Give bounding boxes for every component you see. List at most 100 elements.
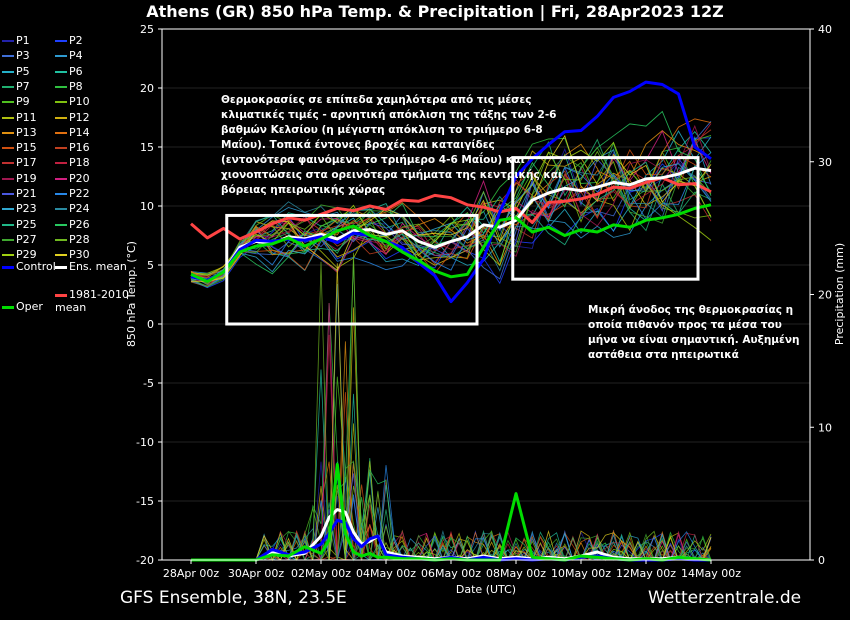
- x-tick-label: 12May 00z: [616, 567, 676, 580]
- legend-entry-ens-mean: Ens. mean: [55, 260, 127, 273]
- annotation-boxes: [225, 156, 700, 326]
- legend-entry-p12: P12: [55, 111, 90, 124]
- y-tick-label: 25: [140, 23, 154, 36]
- legend-entry-control: Control: [2, 260, 56, 273]
- series-oper: [190, 203, 712, 283]
- legend-swatch: [2, 131, 14, 134]
- member-line-p24: [190, 148, 712, 288]
- legend-label: P12: [69, 110, 90, 124]
- legend-swatch: [2, 55, 14, 58]
- legend-label: Ens. mean: [69, 260, 127, 273]
- legend-swatch: [2, 101, 14, 104]
- annotation-box-2: [511, 156, 700, 281]
- legend-entry-p24: P24: [55, 202, 90, 215]
- legend-swatch: [2, 305, 14, 309]
- footer-source: Wetterzentrale.de: [648, 588, 802, 608]
- x-tick-label: 04May 00z: [356, 567, 416, 580]
- legend-swatch: [55, 147, 67, 150]
- legend-swatch: [2, 162, 14, 165]
- legend-swatch: [2, 147, 14, 150]
- legend-label: P13: [16, 125, 37, 139]
- annotation-text-cold-period: Θερμοκρασίες σε επίπεδα χαμηλότερα από τ…: [221, 94, 563, 196]
- legend-swatch: [2, 193, 14, 195]
- x-tick-label: 14May 00z: [681, 567, 741, 580]
- legend-entry-p29: P29: [2, 248, 37, 261]
- y-tick-label: 15: [140, 141, 154, 154]
- legend-label: P6: [69, 64, 83, 78]
- legend-entry-p23: P23: [2, 202, 37, 215]
- legend-swatch: [55, 116, 67, 119]
- x-tick-label: 30Apr 00z: [228, 567, 285, 580]
- legend-entry-oper: Oper: [2, 300, 43, 313]
- legend-label: P26: [69, 217, 90, 231]
- legend-label: P15: [16, 141, 37, 155]
- legend-entry-p7: P7: [2, 80, 30, 93]
- axes: -20 -15 -10 -5 0 5 10 15 20 25 0 10 20 30 40 28Apr 00z 3…: [136, 23, 832, 580]
- legend-label: Control: [16, 260, 56, 273]
- x-tick-label: 06May 00z: [421, 567, 481, 580]
- y2-tick-label: 10: [818, 421, 832, 434]
- member-precip-p18: [191, 334, 711, 562]
- x-tick-label: 28Apr 00z: [163, 567, 220, 580]
- legend-swatch: [2, 208, 14, 211]
- legend-label: P4: [69, 49, 83, 63]
- y2-tick-label: 0: [818, 554, 825, 567]
- legend-entry-1981-2010-mean: 1981-2010 mean: [55, 288, 129, 314]
- annotation-box-1: [225, 213, 479, 326]
- legend-swatch: [2, 85, 14, 88]
- legend-label: P30: [69, 248, 90, 262]
- y-tick-label: 20: [140, 82, 154, 95]
- series-1981-2010-mean: [190, 176, 712, 241]
- legend-entry-p10: P10: [55, 95, 90, 108]
- legend-entry-p27: P27: [2, 233, 37, 246]
- legend-entry-p16: P16: [55, 141, 90, 154]
- member-line-p9: [190, 134, 712, 277]
- legend-entry-p15: P15: [2, 141, 37, 154]
- legend-entry-p6: P6: [55, 65, 83, 78]
- footer-model-info: GFS Ensemble, 38N, 23.5E: [120, 588, 347, 608]
- legend-label: P11: [16, 110, 37, 124]
- legend-label: P1: [16, 34, 30, 47]
- legend-entry-p11: P11: [2, 111, 37, 124]
- y2-tick-label: 20: [818, 289, 832, 302]
- legend-swatch: [55, 40, 67, 42]
- legend-label: P8: [69, 79, 83, 93]
- legend-entry-p20: P20: [55, 172, 90, 185]
- legend-entry-p5: P5: [2, 65, 30, 78]
- legend-swatch: [2, 70, 14, 73]
- legend-label: P10: [69, 95, 90, 109]
- y2-axis-label: Precipitation (mm): [833, 243, 846, 345]
- legend-label: Oper: [16, 300, 43, 313]
- member-line-p29: [190, 141, 712, 282]
- legend-label: P25: [16, 217, 37, 231]
- legend-entry-p21: P21: [2, 187, 37, 200]
- legend-swatch: [55, 254, 67, 257]
- y-tick-label: 10: [140, 200, 154, 213]
- legend-label: P14: [69, 125, 90, 139]
- legend-label: P22: [69, 187, 90, 200]
- y2-tick-label: 40: [818, 23, 832, 36]
- legend-swatch: [55, 293, 67, 297]
- legend-swatch: [2, 40, 14, 42]
- x-tick-label: 08May 00z: [486, 567, 546, 580]
- legend-entry-p22: P22: [55, 187, 90, 200]
- legend-entry-p30: P30: [55, 248, 90, 261]
- legend-entry-p25: P25: [2, 218, 37, 231]
- chart-title: Athens (GR) 850 hPa Temp. & Precipitatio…: [146, 2, 724, 22]
- legend-swatch: [2, 238, 14, 241]
- legend-swatch: [55, 70, 67, 73]
- member-line-p27: [190, 146, 712, 288]
- legend-entry-p8: P8: [55, 80, 83, 93]
- y-tick-label: -5: [143, 377, 154, 390]
- legend-swatch: [55, 238, 67, 241]
- legend-entry-p13: P13: [2, 126, 37, 139]
- legend-label: P19: [16, 171, 37, 185]
- legend-label: P17: [16, 156, 37, 170]
- legend-swatch: [55, 101, 67, 104]
- legend-swatch: [55, 55, 67, 58]
- x-tick-label: 10May 00z: [551, 567, 611, 580]
- legend-entry-p28: P28: [55, 233, 90, 246]
- legend-label: P29: [16, 248, 37, 262]
- legend-swatch: [2, 116, 14, 119]
